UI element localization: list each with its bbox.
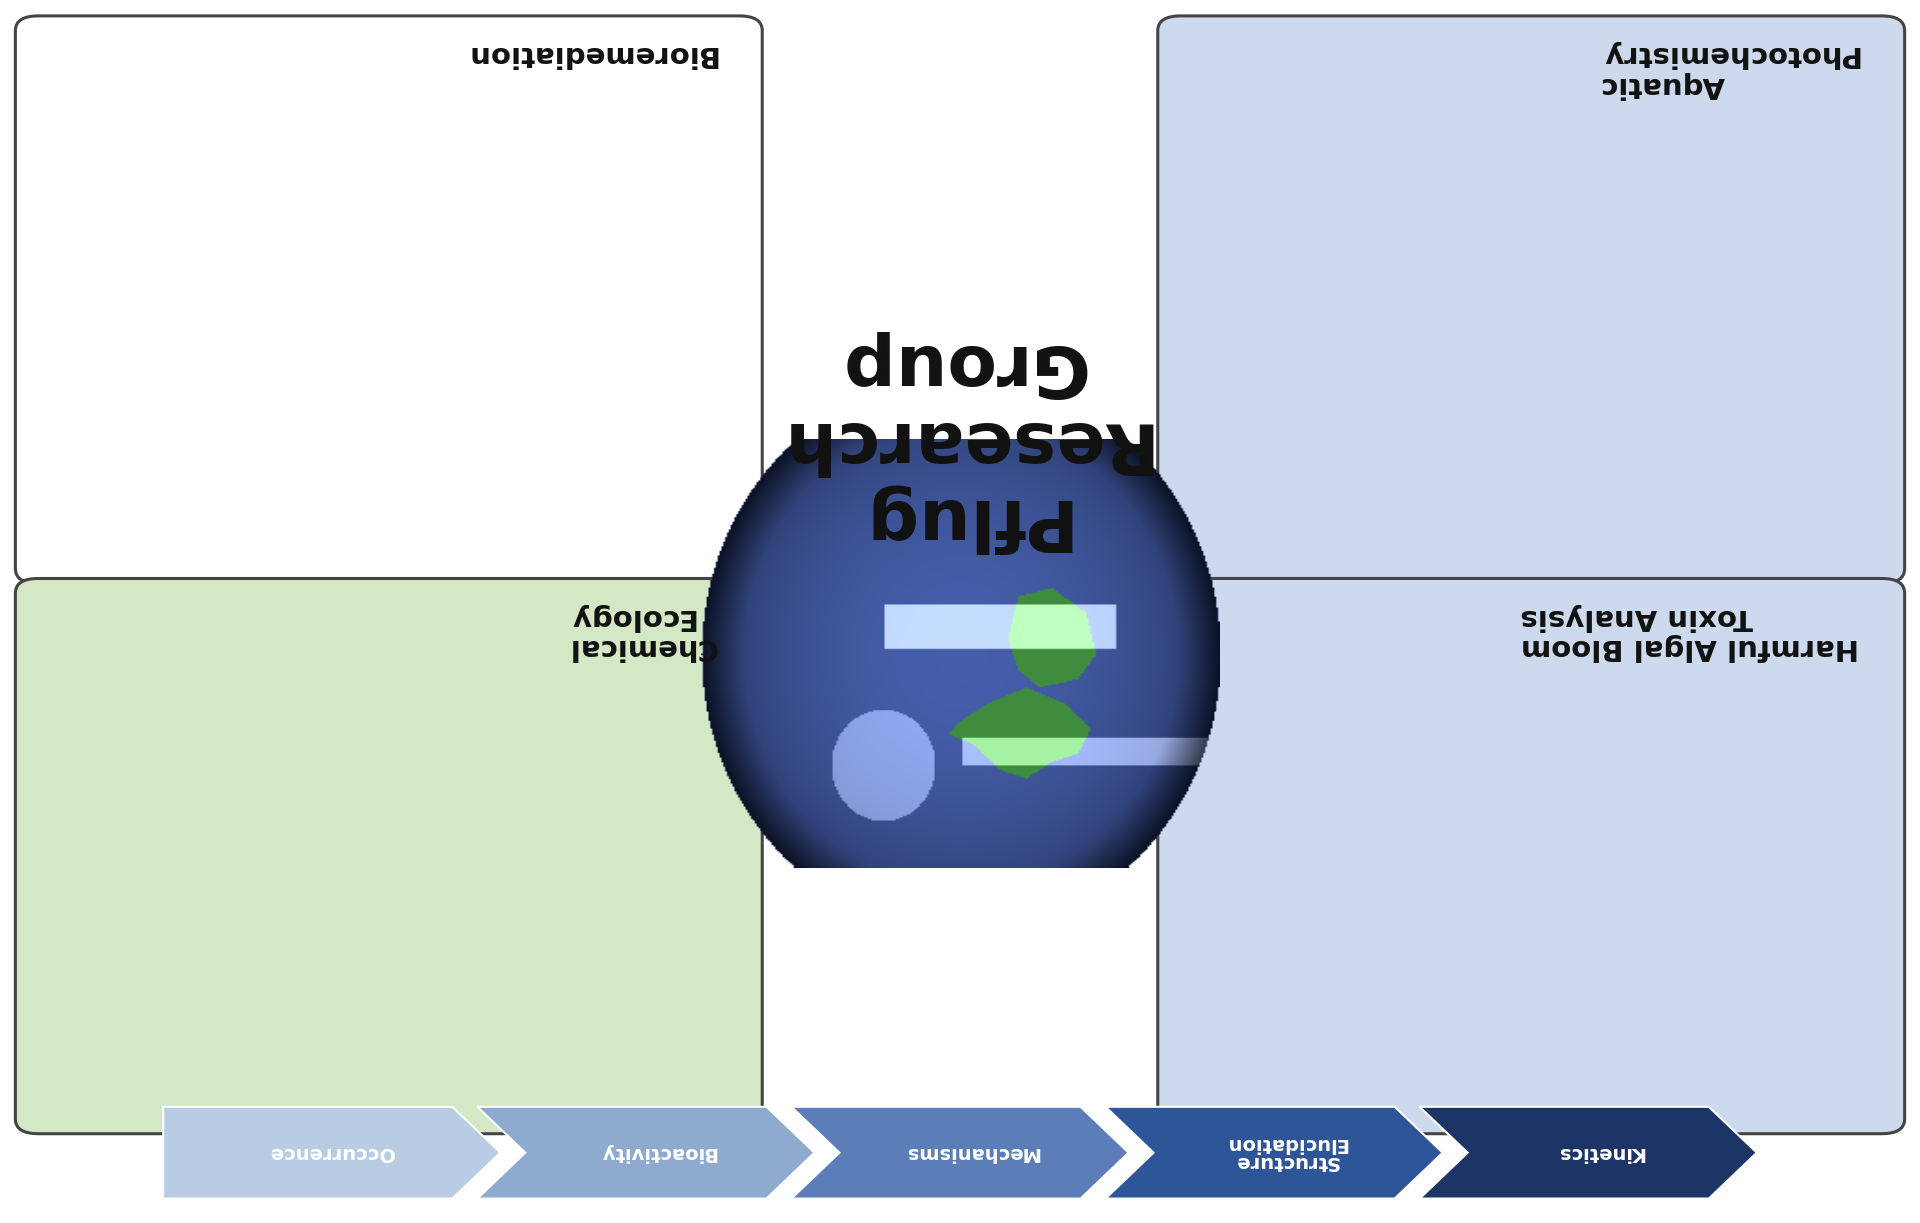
Polygon shape bbox=[478, 1107, 814, 1199]
FancyBboxPatch shape bbox=[15, 16, 762, 583]
Polygon shape bbox=[791, 1107, 1129, 1199]
Text: Chemical
Ecology: Chemical Ecology bbox=[566, 603, 716, 662]
FancyBboxPatch shape bbox=[1158, 16, 1905, 583]
Text: Mechanisms: Mechanisms bbox=[904, 1144, 1039, 1162]
Text: Kinetics: Kinetics bbox=[1557, 1144, 1644, 1162]
Text: Pflug
Research
Group: Pflug Research Group bbox=[772, 330, 1148, 554]
Text: Aquatic
Photochemistry: Aquatic Photochemistry bbox=[1599, 40, 1859, 99]
Text: Occurrence: Occurrence bbox=[269, 1144, 394, 1162]
Polygon shape bbox=[1419, 1107, 1757, 1199]
Text: Bioremediation: Bioremediation bbox=[465, 40, 716, 68]
FancyBboxPatch shape bbox=[1158, 578, 1905, 1134]
Text: Bioactivity: Bioactivity bbox=[599, 1144, 716, 1162]
Text: Structure
Elucidation: Structure Elucidation bbox=[1225, 1134, 1348, 1172]
FancyBboxPatch shape bbox=[15, 578, 762, 1134]
Polygon shape bbox=[163, 1107, 501, 1199]
Text: Harmful Algal Bloom
Toxin Analysis: Harmful Algal Bloom Toxin Analysis bbox=[1521, 603, 1859, 662]
Polygon shape bbox=[1106, 1107, 1442, 1199]
